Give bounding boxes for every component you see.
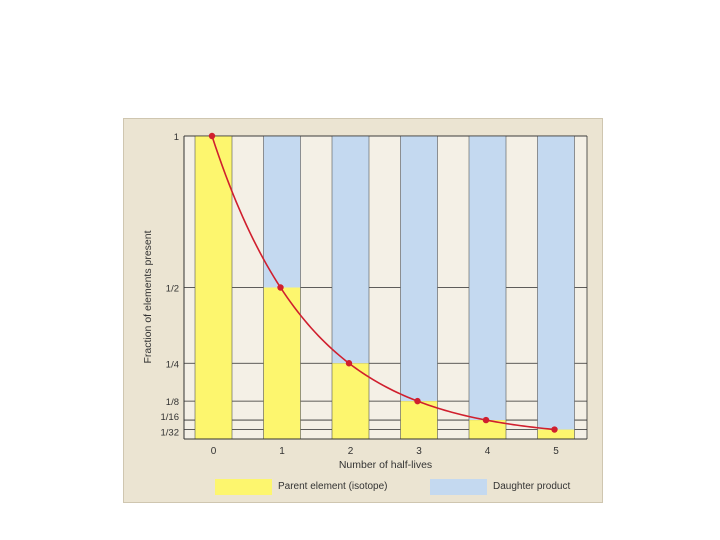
data-point [277,284,284,291]
x-tick-label: 3 [416,446,422,457]
x-axis-title: Number of half-lives [339,459,432,471]
data-point [208,132,216,140]
legend-item-parent: Parent element (isotope) [215,478,388,495]
y-axis-title: Fraction of elements present [142,230,154,363]
x-tick-label: 1 [279,446,285,457]
x-tick-label: 0 [211,446,217,457]
bar-parent [469,420,506,439]
y-tick-label: 1 [174,132,179,143]
bar-parent [195,136,232,439]
legend-swatch-daughter [430,478,487,495]
y-tick-label: 1/32 [161,428,180,439]
legend-swatch-parent [215,478,272,495]
y-tick-label: 1/8 [166,397,179,408]
bar-daughter [332,136,369,364]
legend-label-parent: Parent element (isotope) [278,481,388,492]
x-tick-label: 5 [553,446,559,457]
chart-panel: 1 1/2 1/4 1/8 1/16 1/32 0 1 2 3 4 5 Number of half-l… [123,118,603,503]
data-point [345,360,353,367]
legend-label-daughter: Daughter product [493,481,571,492]
x-tick-label: 2 [348,446,354,457]
decay-curve [211,135,555,431]
data-point [414,397,421,405]
bar-parent [400,401,438,439]
legend-item-daughter: Daughter product [430,478,570,495]
bar-daughter [263,136,301,288]
bar-parent [263,287,301,439]
y-tick-label: 1/2 [166,284,179,295]
bar-daughter [469,136,506,421]
bar-daughter [400,136,438,402]
bar-daughter [537,136,575,430]
y-tick-label: 1/4 [166,359,179,370]
x-tick-label: 4 [485,446,491,457]
bar-parent [537,429,575,439]
y-tick-label: 1/16 [161,412,180,423]
data-point [482,416,490,424]
data-point [551,426,558,433]
decay-chart: 1 1/2 1/4 1/8 1/16 1/32 0 1 2 3 4 5 Number of half-l… [142,132,588,471]
bar-parent [332,363,369,439]
